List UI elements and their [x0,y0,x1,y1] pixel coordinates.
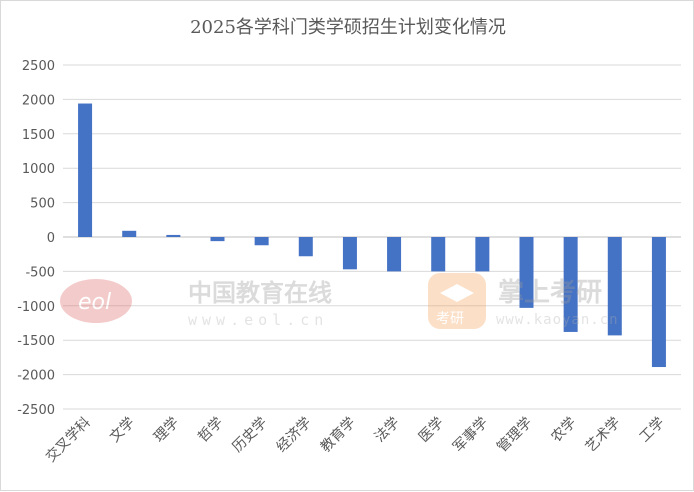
chart-title: 2025各学科门类学硕招生计划变化情况 [190,17,506,38]
x-category-label: 文学 [107,415,138,446]
bar-7 [387,237,402,272]
x-category-label: 农学 [548,415,579,446]
y-tick-label: 1500 [22,128,55,143]
y-tick-label: -1500 [17,334,55,349]
bar-4 [254,237,269,246]
bar-9 [475,237,490,272]
y-tick-label: 2000 [22,93,55,108]
x-category-label: 艺术学 [583,415,624,456]
x-category-label: 医学 [416,415,447,446]
y-tick-label: 0 [47,231,55,246]
y-tick-label: -1000 [17,300,55,315]
y-tick-label: 1000 [22,162,55,177]
kaoyan-url: www.kaoyan.cn [496,312,619,328]
bar-6 [342,237,357,270]
x-category-label: 理学 [151,415,182,446]
y-tick-label: -2500 [17,403,55,418]
kaoyan-badge: 考研 [436,311,464,327]
x-category-label: 教育学 [318,415,359,456]
y-tick-label: 500 [30,197,55,212]
eol-logo-text: eol [78,290,111,315]
bar-12 [607,237,622,336]
bar-5 [298,237,313,257]
x-category-label: 工学 [637,415,668,446]
bar-0 [78,103,93,237]
bar-3 [210,237,225,242]
y-tick-label: 2500 [22,59,55,74]
eol-url: www.eol.cn [188,311,328,329]
bar-13 [651,237,666,368]
x-category-label: 管理学 [494,415,535,456]
bar-10 [519,237,534,308]
kaoyan-name: 掌上考研 [498,278,602,308]
x-category-label: 哲学 [195,415,226,446]
x-category-label: 交叉学科 [42,414,94,466]
eol-logo-icon [60,279,132,323]
graduation-cap-icon [440,284,474,302]
x-category-label: 历史学 [229,415,270,456]
y-tick-label: -500 [25,265,55,280]
bar-11 [563,237,578,332]
bar-8 [431,237,446,272]
x-category-label: 法学 [372,415,403,446]
eol-watermark: eol 中国教育在线 www.eol.cn [56,271,376,331]
bar-1 [122,230,137,237]
kaoyan-logo-icon [428,273,486,329]
y-tick-label: -2000 [17,369,55,384]
kaoyan-watermark: 考研 掌上考研 www.kaoyan.cn [426,271,666,331]
bar-2 [166,234,181,237]
x-category-label: 军事学 [450,415,491,456]
x-category-label: 经济学 [274,415,315,456]
eol-name: 中国教育在线 [188,279,332,307]
